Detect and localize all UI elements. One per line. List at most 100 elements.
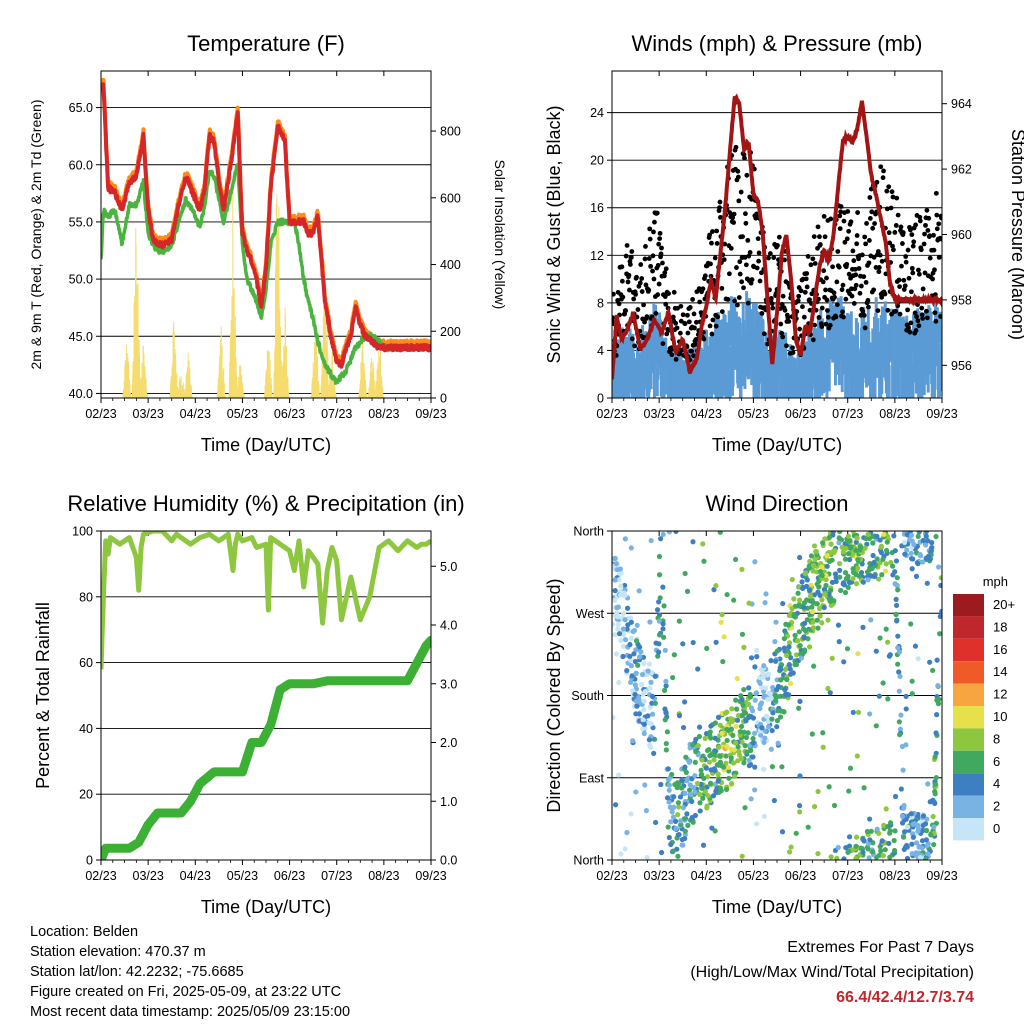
gust-point xyxy=(866,304,871,310)
direction-point xyxy=(843,845,849,851)
direction-point xyxy=(902,551,908,557)
legend-swatch xyxy=(953,683,984,706)
gust-point xyxy=(939,215,942,221)
gust-point xyxy=(666,291,671,296)
gust-point xyxy=(822,234,828,240)
direction-point xyxy=(636,695,642,701)
gust-point xyxy=(619,278,625,284)
direction-point xyxy=(613,802,619,808)
direction-point xyxy=(762,728,768,734)
gust-point xyxy=(670,314,676,320)
gust-point xyxy=(800,304,805,310)
gust-point xyxy=(779,330,785,336)
gust-point xyxy=(884,206,890,212)
gust-point xyxy=(734,265,739,270)
direction-point xyxy=(936,564,942,570)
direction-point xyxy=(899,820,906,826)
gust-point xyxy=(743,220,749,226)
y2-tick-label: 400 xyxy=(440,258,461,272)
direction-point xyxy=(682,828,688,834)
gust-point xyxy=(924,207,930,213)
direction-point xyxy=(846,579,852,585)
direction-point xyxy=(868,617,874,623)
direction-point xyxy=(815,625,821,631)
direction-point xyxy=(874,556,880,562)
direction-point xyxy=(748,796,754,802)
direction-point xyxy=(629,673,635,679)
gust-point xyxy=(790,345,795,351)
gust-point xyxy=(693,319,699,325)
gust-point xyxy=(916,323,922,329)
gust-point xyxy=(795,298,801,304)
direction-point xyxy=(660,626,666,632)
direction-point xyxy=(699,757,705,763)
direction-point xyxy=(699,785,705,791)
gust-point xyxy=(856,266,862,271)
gust-point xyxy=(817,242,823,247)
gust-point xyxy=(634,274,639,280)
gust-point xyxy=(812,322,818,328)
gust-point xyxy=(731,220,737,225)
direction-point xyxy=(895,587,901,593)
y-tick-label: 0 xyxy=(597,392,604,406)
gust-point xyxy=(759,310,765,316)
gust-point xyxy=(677,351,683,356)
gust-point xyxy=(786,319,792,324)
direction-point xyxy=(853,834,860,840)
gust-point xyxy=(747,250,753,255)
direction-point xyxy=(640,717,646,723)
direction-point xyxy=(823,576,829,583)
x-axis-label: Time (Day/UTC) xyxy=(201,435,331,455)
gust-point xyxy=(846,271,852,277)
direction-point xyxy=(717,531,723,535)
gust-point xyxy=(714,241,720,246)
gust-point xyxy=(671,289,677,295)
gust-point xyxy=(805,254,811,259)
y-tick-label: 40.0 xyxy=(69,387,93,401)
gust-point xyxy=(881,168,886,174)
direction-point xyxy=(676,713,683,719)
gust-point xyxy=(654,210,660,216)
direction-point xyxy=(865,531,871,537)
direction-point xyxy=(893,602,900,609)
direction-point xyxy=(613,651,620,657)
gust-point xyxy=(707,232,712,238)
direction-point xyxy=(842,556,849,562)
direction-point xyxy=(836,540,842,546)
gust-point xyxy=(933,318,939,324)
gust-point xyxy=(930,276,935,282)
gust-point xyxy=(812,261,818,266)
direction-point xyxy=(666,787,672,793)
plot-frame xyxy=(100,70,432,399)
gust-point xyxy=(824,275,829,281)
gust-point xyxy=(919,312,925,318)
gust-point xyxy=(825,308,830,313)
gust-point xyxy=(689,348,695,354)
direction-point xyxy=(876,830,882,836)
direction-point xyxy=(630,628,636,635)
direction-point xyxy=(754,647,760,653)
direction-point xyxy=(792,632,798,638)
y-tick-label: 4 xyxy=(597,344,604,358)
direction-point xyxy=(745,701,751,707)
direction-point xyxy=(928,545,935,551)
direction-point xyxy=(937,613,942,620)
y2-tick-label: 962 xyxy=(951,163,972,177)
gust-point xyxy=(804,284,810,290)
direction-point xyxy=(729,780,735,787)
y-tick-label: South xyxy=(571,689,604,703)
y-tick-label: East xyxy=(579,771,605,785)
direction-point xyxy=(683,754,689,760)
legend-swatch xyxy=(953,706,984,729)
direction-point xyxy=(836,535,842,541)
direction-point xyxy=(612,597,618,603)
direction-point xyxy=(904,547,910,553)
direction-point xyxy=(720,658,726,665)
direction-point xyxy=(920,559,926,565)
direction-point xyxy=(893,558,900,564)
direction-point xyxy=(661,603,667,609)
x-tick-label: 03/23 xyxy=(644,407,675,421)
gust-point xyxy=(865,297,871,303)
direction-point xyxy=(768,658,774,664)
gust-point xyxy=(663,301,669,307)
